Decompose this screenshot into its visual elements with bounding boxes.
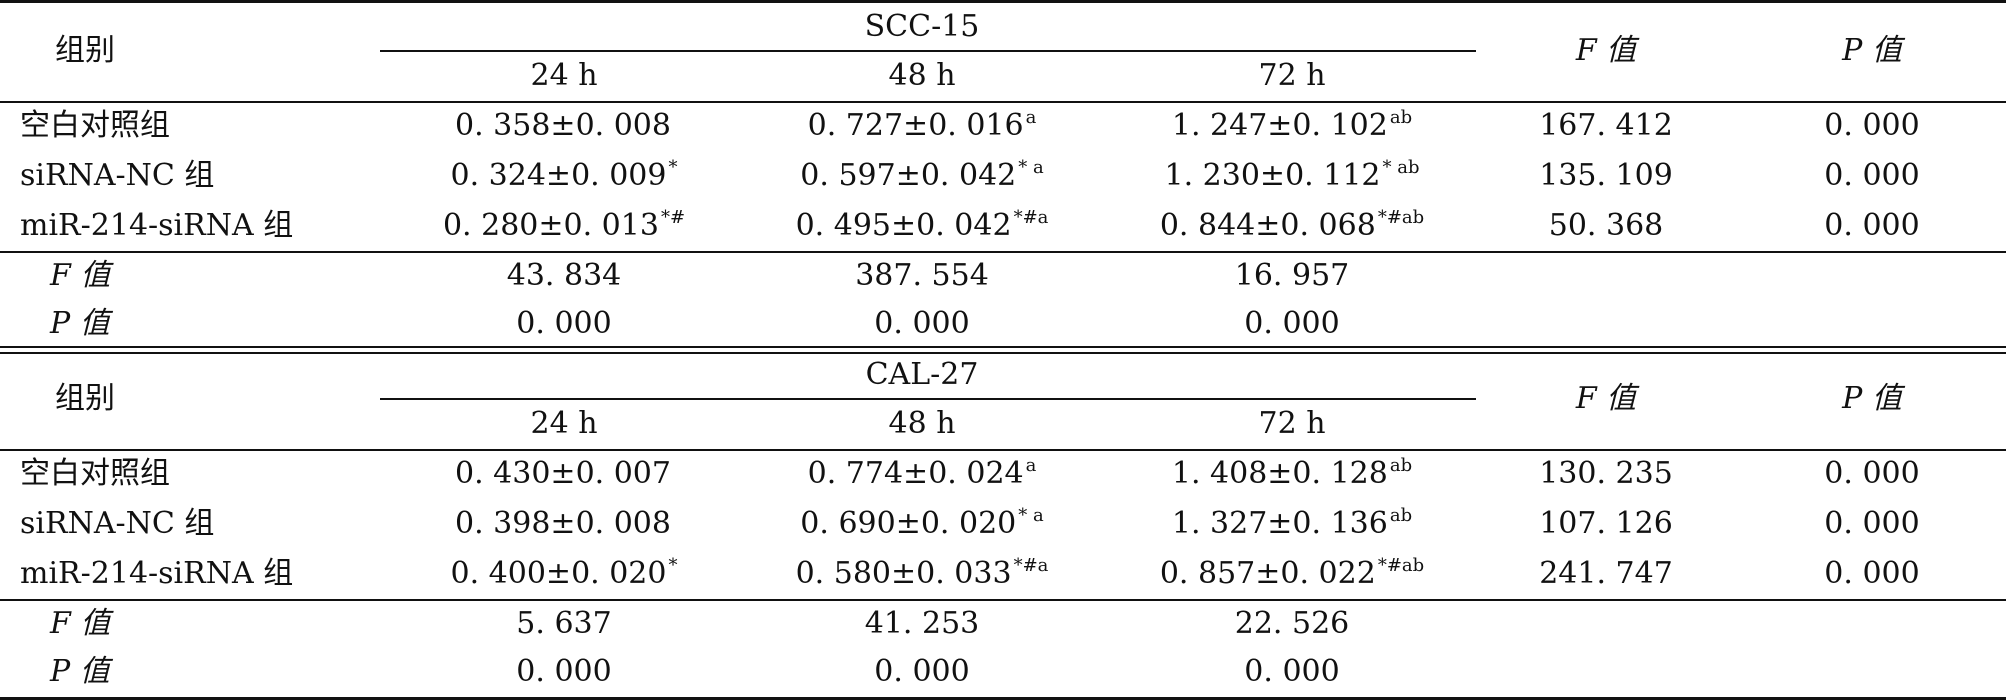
p-48h: 0. 000 (874, 306, 970, 341)
f-72h: 16. 957 (1234, 258, 1350, 293)
table-row: siRNA-NC 组 0. 398±0. 008 0. 690±0. 020 * … (0, 499, 2006, 549)
p-value: 0. 000 (1824, 506, 1920, 541)
time-24h-header: 24 h (530, 406, 598, 441)
p-24h: 0. 000 (516, 306, 612, 341)
value-24h: 0. 280±0. 013 *# (442, 207, 686, 243)
table-row: miR-214-siRNA 组 0. 400±0. 020 * 0. 580±0.… (0, 549, 2006, 599)
value-72h: 1. 247±0. 102 ab (1171, 107, 1413, 143)
value-48h: 0. 727±0. 016 a (807, 107, 1037, 143)
table-row: siRNA-NC 组 0. 324±0. 009 * 0. 597±0. 042 *… (0, 151, 2006, 201)
f-48h: 41. 253 (864, 606, 980, 641)
group-column-header: 组别 (55, 33, 115, 68)
time-48h-header: 48 h (888, 58, 956, 93)
group-name: miR-214-siRNA 组 (20, 556, 294, 591)
section-1-header-row: 组别 F 值 P 值 (0, 26, 2006, 76)
value-72h: 1. 230±0. 112 * ab (1164, 157, 1420, 193)
group-column-header: 组别 (55, 381, 115, 416)
f-value: 241. 747 (1539, 556, 1673, 591)
p-value-column-header: P 值 (1842, 381, 1902, 416)
section-1-body-bottom-rule (0, 251, 2006, 253)
table-row: miR-214-siRNA 组 0. 280±0. 013 *# 0. 495±0… (0, 201, 2006, 251)
f-statistic-row: F 值 5. 637 41. 253 22. 526 (0, 599, 2006, 649)
value-24h: 0. 398±0. 008 (455, 506, 671, 541)
f-value: 135. 109 (1539, 158, 1673, 193)
p-value: 0. 000 (1824, 556, 1920, 591)
section-2-subheader-rule (380, 398, 1476, 400)
f-value: 50. 368 (1548, 208, 1664, 243)
cell-line-label: CAL-27 (865, 357, 979, 392)
f-72h: 22. 526 (1234, 606, 1350, 641)
group-name: 空白对照组 (20, 456, 170, 491)
p-24h: 0. 000 (516, 654, 612, 689)
section-2-header-bottom-rule (0, 449, 2006, 451)
p-statistic-row: P 值 0. 000 0. 000 0. 000 (0, 647, 2006, 697)
value-48h: 0. 495±0. 042 *#a (795, 207, 1049, 243)
group-name: miR-214-siRNA 组 (20, 208, 294, 243)
group-name: siRNA-NC 组 (20, 158, 215, 193)
value-48h: 0. 580±0. 033 *#a (795, 555, 1049, 591)
p-value-column-header: P 值 (1842, 33, 1902, 68)
value-72h: 0. 857±0. 022 *#ab (1159, 555, 1425, 591)
value-24h: 0. 358±0. 008 (455, 108, 671, 143)
f-24h: 5. 637 (516, 606, 612, 641)
value-24h: 0. 400±0. 020 * (450, 555, 678, 591)
value-72h: 1. 408±0. 128 ab (1171, 455, 1413, 491)
table-row: 空白对照组 0. 358±0. 008 0. 727±0. 016 a 1. 24… (0, 101, 2006, 151)
section-1-subheader-rule (380, 50, 1476, 52)
p-statistic-row: P 值 0. 000 0. 000 0. 000 (0, 299, 2006, 349)
table-bottom-rule (0, 697, 2006, 700)
p-72h: 0. 000 (1244, 306, 1340, 341)
time-24h-header: 24 h (530, 58, 598, 93)
value-72h: 0. 844±0. 068 *#ab (1159, 207, 1425, 243)
value-24h: 0. 430±0. 007 (455, 456, 671, 491)
section-separator-rule-2 (0, 352, 2006, 354)
cell-line-label: SCC-15 (864, 9, 980, 44)
p-72h: 0. 000 (1244, 654, 1340, 689)
group-name: siRNA-NC 组 (20, 506, 215, 541)
f-value: 107. 126 (1539, 506, 1673, 541)
f-row-label: F 值 (50, 258, 111, 293)
section-1-header-bottom-rule (0, 101, 2006, 103)
value-48h: 0. 774±0. 024 a (807, 455, 1037, 491)
p-value: 0. 000 (1824, 158, 1920, 193)
time-48h-header: 48 h (888, 406, 956, 441)
section-2-header-row: 组别 F 值 P 值 (0, 374, 2006, 424)
f-24h: 43. 834 (506, 258, 622, 293)
f-value-column-header: F 值 (1575, 381, 1637, 416)
p-value: 0. 000 (1824, 208, 1920, 243)
value-24h: 0. 324±0. 009 * (450, 157, 678, 193)
table-row: 空白对照组 0. 430±0. 007 0. 774±0. 024 a 1. 40… (0, 449, 2006, 499)
section-2-time-row: 24 h 48 h 72 h (0, 399, 2006, 449)
p-value: 0. 000 (1824, 108, 1920, 143)
time-72h-header: 72 h (1258, 406, 1326, 441)
p-value: 0. 000 (1824, 456, 1920, 491)
section-1-time-row: 24 h 48 h 72 h (0, 51, 2006, 101)
p-row-label: P 值 (50, 306, 110, 341)
f-value-column-header: F 值 (1575, 33, 1637, 68)
table-top-rule (0, 0, 2006, 3)
p-row-label: P 值 (50, 654, 110, 689)
p-48h: 0. 000 (874, 654, 970, 689)
value-48h: 0. 690±0. 020 * a (800, 505, 1044, 541)
section-separator-rule-1 (0, 346, 2006, 348)
f-48h: 387. 554 (855, 258, 989, 293)
f-statistic-row: F 值 43. 834 387. 554 16. 957 (0, 251, 2006, 301)
section-2-body-bottom-rule (0, 599, 2006, 601)
time-72h-header: 72 h (1258, 58, 1326, 93)
section-2-header-row-top: CAL-27 (0, 350, 2006, 400)
section-1-header-row-top: SCC-15 (0, 2, 2006, 52)
f-value: 130. 235 (1539, 456, 1673, 491)
group-name: 空白对照组 (20, 108, 170, 143)
f-row-label: F 值 (50, 606, 111, 641)
value-48h: 0. 597±0. 042 * a (800, 157, 1044, 193)
value-72h: 1. 327±0. 136 ab (1171, 505, 1413, 541)
f-value: 167. 412 (1539, 108, 1673, 143)
